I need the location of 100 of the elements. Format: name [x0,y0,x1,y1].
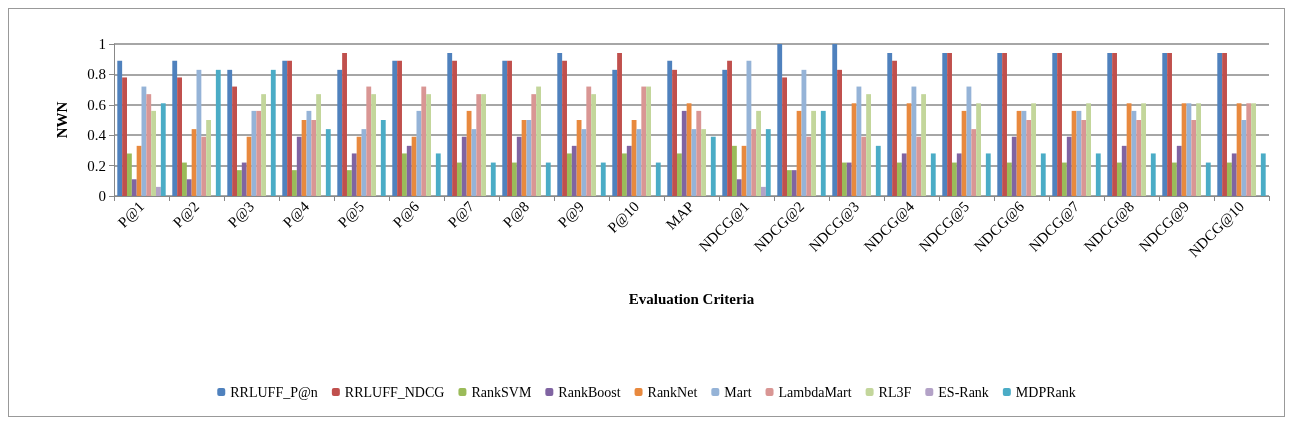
bar [562,60,567,196]
bar [461,136,467,196]
bar [502,60,508,196]
bar [866,94,872,196]
bar [342,53,347,196]
bar [676,153,682,196]
bar [1006,162,1012,196]
bar [151,110,157,196]
y-tick-label: 0.2 [87,157,106,174]
bar [796,110,802,196]
bar [1002,53,1007,196]
bar [215,69,221,196]
bar [1040,153,1046,196]
bar [136,145,142,196]
bar [1222,53,1227,196]
bar [782,77,787,196]
legend-label: MDPRank [1015,384,1076,400]
bar [316,94,322,196]
bar [681,110,687,196]
bar [1167,53,1172,196]
bar [956,153,962,196]
bar [875,145,881,196]
bar [906,103,912,196]
bar [1196,103,1202,196]
bar [507,60,512,196]
bar [722,69,728,196]
bar [586,86,592,196]
bar [571,145,577,196]
bar [961,110,967,196]
bar [1141,103,1147,196]
bar [837,69,842,196]
bar [287,60,292,196]
bar [901,153,907,196]
bar [727,60,732,196]
bar [841,162,847,196]
y-axis-title: NWN [53,101,70,139]
bar [600,162,606,196]
bar [371,94,377,196]
bar [1031,103,1037,196]
bar [971,129,977,196]
bar [447,53,453,196]
bar [181,162,187,196]
bar [1066,136,1072,196]
bar [536,86,542,196]
bar [435,153,441,196]
bar [791,170,797,196]
y-tick-label: 0 [98,188,106,204]
bar [426,94,432,196]
legend-label: RRLUFF_P@n [230,384,318,400]
bar [246,136,252,196]
y-tick-label: 0.4 [87,127,107,144]
bar [131,179,137,196]
bar [301,120,307,196]
bar [177,77,182,196]
bar [241,162,247,196]
bar [191,129,197,196]
bar [896,162,902,196]
bar [576,120,582,196]
bar [1081,120,1087,196]
bar [1176,145,1182,196]
bar [126,153,132,196]
bar [351,153,357,196]
bar [346,170,352,196]
bar [930,153,936,196]
bar [696,110,702,196]
bar [1162,53,1168,196]
y-tick-label: 1 [98,36,106,52]
bar [206,120,212,196]
bar [397,60,402,196]
legend-label: LambdaMart [778,384,852,400]
bar [291,170,297,196]
bar [1052,53,1058,196]
bar [646,86,652,196]
bar [356,136,362,196]
bar [325,129,331,196]
bar [736,179,742,196]
bar [1107,53,1113,196]
bar [1217,53,1223,196]
bar [1260,153,1266,196]
bar [765,129,771,196]
bar [777,44,783,196]
bar [521,120,527,196]
bar [156,186,161,196]
bar [401,153,407,196]
bar [761,186,766,196]
bar [456,162,462,196]
bar [545,162,551,196]
bar [296,136,302,196]
bar [1057,53,1062,196]
bar [337,69,343,196]
bar [566,153,572,196]
bar [232,86,237,196]
bar [892,60,897,196]
bar [1061,162,1067,196]
bar [1016,110,1022,196]
bar [421,86,427,196]
bar [1136,120,1142,196]
bar [916,136,922,196]
bar [756,110,762,196]
bar [741,145,747,196]
